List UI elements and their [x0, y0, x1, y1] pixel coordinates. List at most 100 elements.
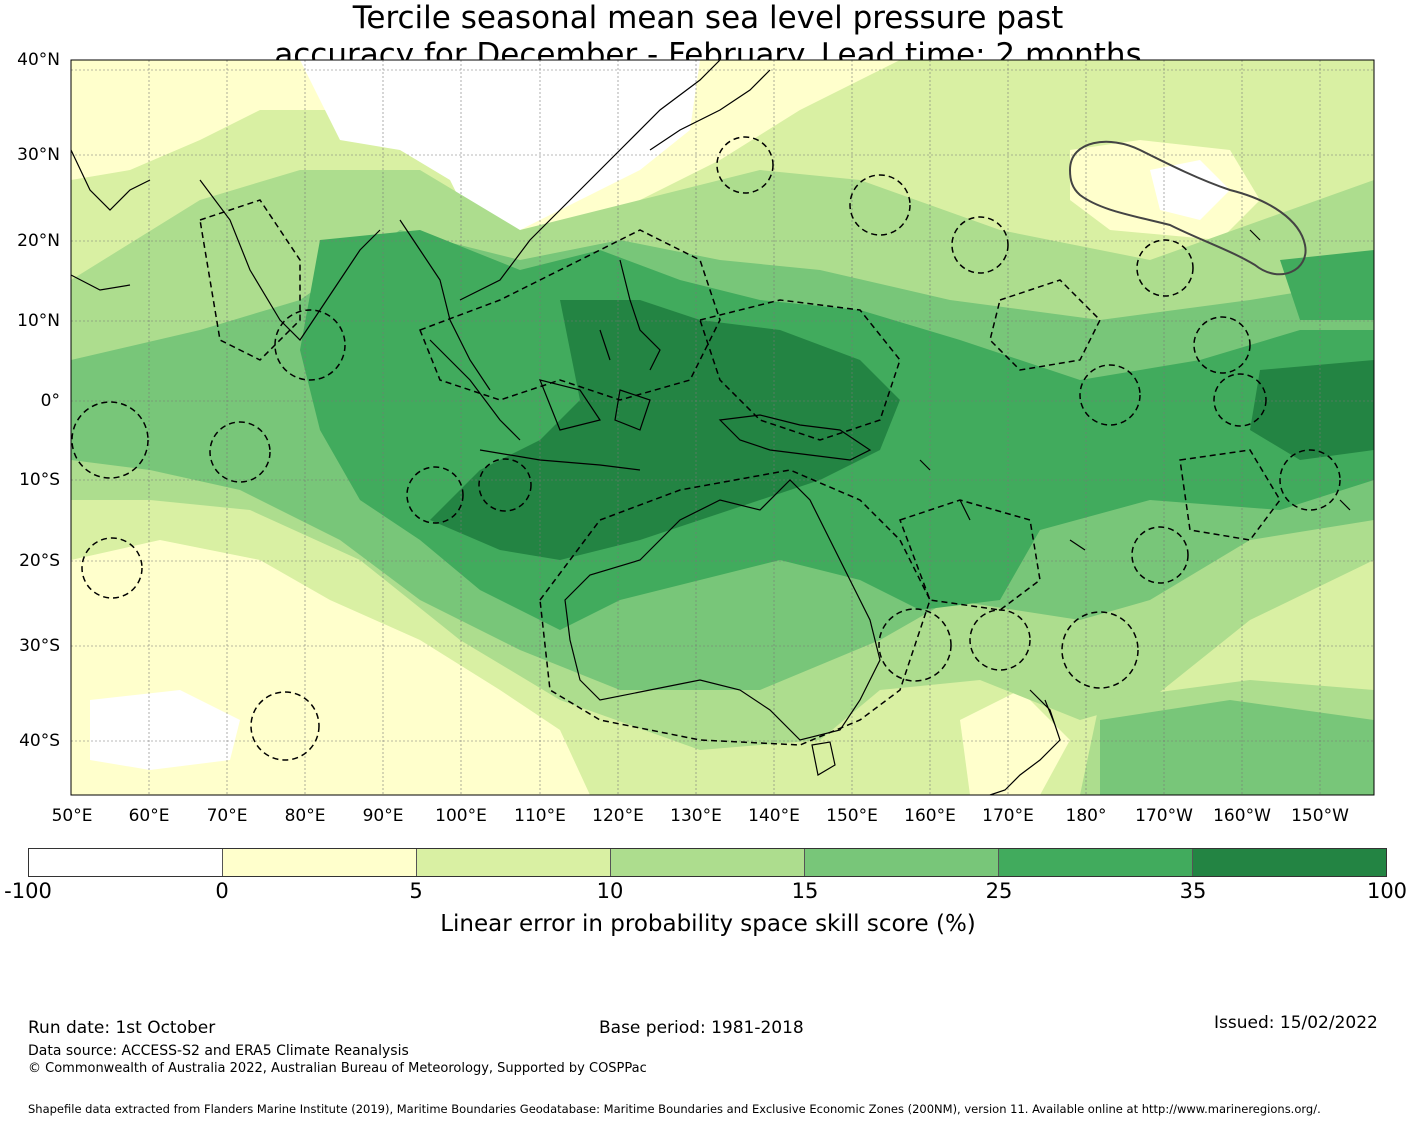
lon-label: 150°W: [1291, 806, 1349, 826]
eez-boundary: [1213, 373, 1267, 427]
colorbar: [28, 848, 1387, 877]
skill-region-0-5: [71, 60, 340, 180]
colorbar-swatch: [1193, 849, 1386, 876]
lat-label: 10°S: [19, 470, 60, 490]
colorbar-label: Linear error in probability space skill …: [440, 911, 976, 937]
eez-boundary: [81, 537, 143, 599]
lon-label: 80°E: [284, 806, 326, 826]
eez-boundary: [250, 691, 320, 761]
lat-label: 20°S: [19, 551, 60, 571]
lon-label: 140°E: [748, 806, 800, 826]
tasmania-coastline: [811, 741, 836, 776]
map-title-line-1: Tercile seasonal mean sea level pressure…: [352, 0, 1064, 36]
eez-boundary: [1179, 449, 1281, 541]
colorbar-swatch: [417, 849, 611, 876]
lon-label: 130°E: [670, 806, 722, 826]
new-guinea-coastline: [718, 414, 872, 461]
eez-boundary: [406, 466, 464, 524]
data-source: Data source: ACCESS-S2 and ERA5 Climate …: [28, 1043, 409, 1059]
lat-label: 20°N: [17, 231, 60, 251]
eez-boundary: [899, 499, 1041, 611]
skill-region-negative: [90, 690, 240, 770]
eez-boundary: [71, 401, 149, 479]
eez-boundary: [951, 216, 1009, 274]
lat-label: 0°: [40, 391, 60, 411]
colorbar-swatch: [29, 849, 223, 876]
skill-fields: [71, 60, 1374, 795]
eez-boundary: [209, 421, 271, 483]
eez-boundary: [1061, 611, 1139, 689]
run-date: Run date: 1st October: [28, 1018, 216, 1038]
eez-boundary: [1136, 239, 1194, 297]
skill-region-25-35: [1280, 250, 1374, 320]
lat-label: 30°S: [19, 636, 60, 656]
skill-region-35-100: [1250, 360, 1374, 460]
colorbar-tick-label: 5: [409, 879, 423, 903]
eez-boundary: [539, 469, 931, 746]
eez-boundary: [878, 608, 952, 682]
lat-label: 10°N: [17, 311, 60, 331]
arabia-coastline: [71, 149, 151, 291]
lon-label: 60°E: [128, 806, 170, 826]
lon-label: 100°E: [435, 806, 487, 826]
lon-label: 160°E: [904, 806, 956, 826]
philippines-coastline: [599, 259, 661, 371]
eez-boundary: [1131, 526, 1189, 584]
eez-boundary: [274, 309, 346, 381]
coastlines: [71, 60, 1351, 795]
maritime-boundaries: [71, 136, 1341, 761]
lon-label: 170°E: [982, 806, 1034, 826]
lat-label: 30°N: [17, 145, 60, 165]
colorbar-tick-label: 25: [985, 879, 1013, 903]
new-zealand-coastline: [989, 689, 1061, 795]
copyright: © Commonwealth of Australia 2022, Austra…: [28, 1061, 647, 1076]
eez-boundary: [478, 458, 532, 512]
colorbar-tick-label: 35: [1179, 879, 1207, 903]
india-coastline: [199, 179, 381, 341]
eez-boundary: [716, 136, 774, 194]
eez-boundary: [1279, 449, 1341, 511]
colorbar-tick-label: 0: [215, 879, 229, 903]
eez-boundary: [199, 199, 301, 361]
colorbar-tick-label: 15: [791, 879, 819, 903]
lon-label: 70°E: [206, 806, 248, 826]
indonesia-coastline: [429, 339, 651, 471]
skill-score-map: [70, 59, 1375, 796]
eez-boundary: [849, 174, 911, 236]
pacific-islands-coastline: [919, 229, 1351, 551]
lon-label: 170°W: [1135, 806, 1193, 826]
lon-label: 110°E: [514, 806, 566, 826]
eez-boundary: [989, 279, 1101, 371]
map-frame: [70, 59, 1375, 796]
japan-coastline: [649, 69, 771, 151]
eez-boundary: [1079, 364, 1141, 426]
issued-date: Issued: 15/02/2022: [1214, 1013, 1378, 1033]
skill-region-0-5: [960, 690, 1070, 795]
map-gridlines: [71, 60, 1374, 795]
shapefile-credit: Shapefile data extracted from Flanders M…: [28, 1102, 1321, 1116]
colorbar-swatch: [805, 849, 999, 876]
lon-label: 150°E: [826, 806, 878, 826]
skill-region-negative: [300, 60, 700, 240]
lat-label: 40°S: [19, 731, 60, 751]
australia-coastline: [564, 479, 881, 741]
skill-region-15-25: [1100, 700, 1374, 795]
eez-boundary: [699, 299, 901, 441]
lon-label: 120°E: [592, 806, 644, 826]
lon-label: 50°E: [51, 806, 93, 826]
colorbar-swatch: [999, 849, 1193, 876]
colorbar-tick-label: 10: [596, 879, 624, 903]
lat-label: 40°N: [17, 50, 60, 70]
base-period: Base period: 1981-2018: [599, 1018, 804, 1038]
lon-label: 180°: [1065, 806, 1107, 826]
lon-label: 90°E: [362, 806, 404, 826]
eez-boundary: [419, 229, 721, 401]
colorbar-swatch: [611, 849, 805, 876]
skill-region-35-100: [430, 300, 900, 560]
colorbar-tick-label: -100: [4, 879, 52, 903]
southeast-asia-coastline: [399, 60, 721, 391]
highlight-region-outline: [1068, 140, 1307, 276]
skill-region-negative: [1150, 160, 1230, 220]
colorbar-swatch: [223, 849, 417, 876]
lon-label: 160°W: [1213, 806, 1271, 826]
